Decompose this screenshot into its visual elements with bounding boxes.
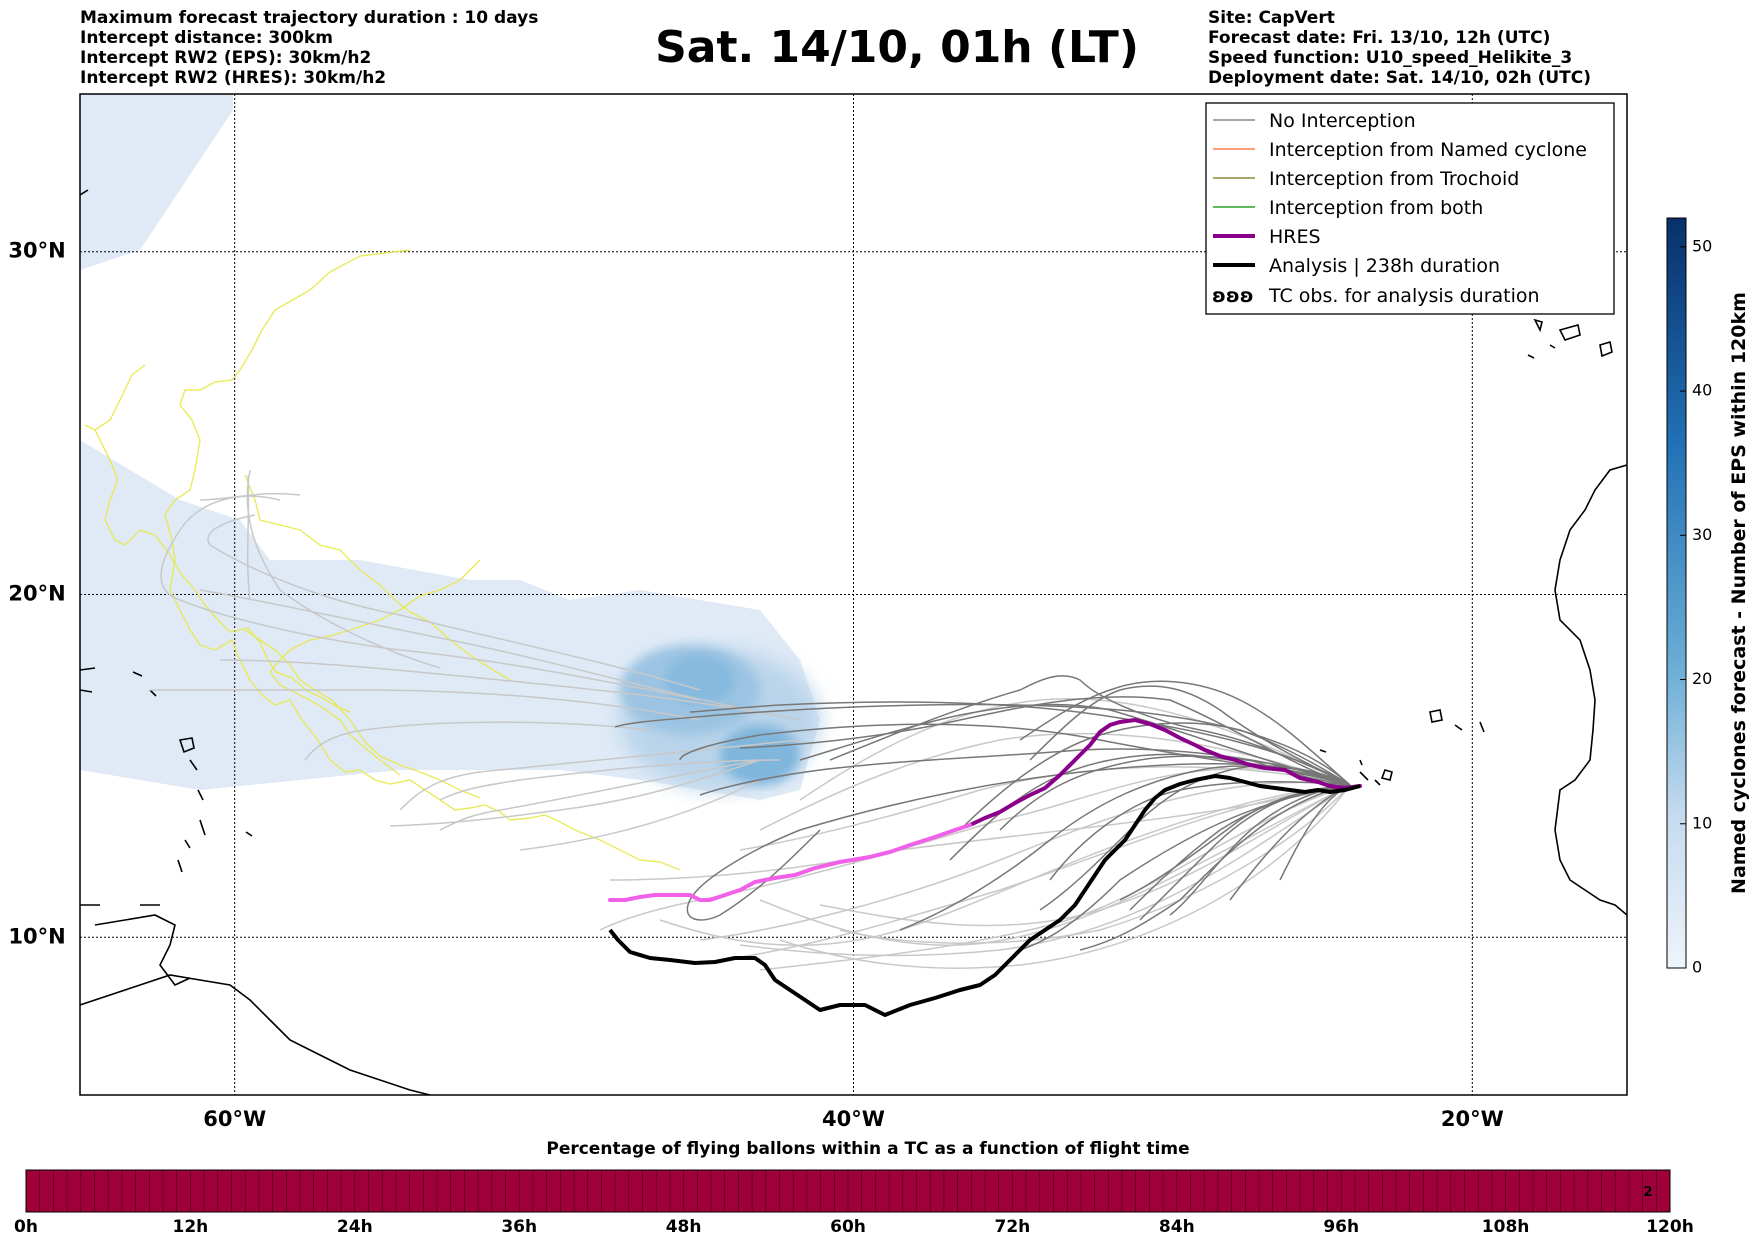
legend-label: Analysis | 238h duration <box>1269 255 1500 277</box>
flight-time-tick-label: 36h <box>501 1217 537 1237</box>
hres-track-late <box>968 717 1362 827</box>
tc-obs-symbol-icon: ʚʚʚ <box>1212 285 1254 307</box>
canary-islands <box>1527 318 1613 359</box>
flight-time-tick-label: 108h <box>1482 1217 1530 1237</box>
south-america-coast <box>80 974 431 1095</box>
latitude-label: 30°N <box>8 239 65 263</box>
latitude-label: 20°N <box>8 582 65 606</box>
flight-time-tick-label: 12h <box>173 1217 209 1237</box>
colorbar-tick-label: 10 <box>1692 813 1712 832</box>
legend-label: Interception from Named cyclone <box>1269 139 1587 161</box>
colorbar-tick-label: 20 <box>1692 669 1712 688</box>
header-left-line: Maximum forecast trajectory duration : 1… <box>80 8 539 28</box>
legend-label: Interception from both <box>1269 197 1483 219</box>
flight-time-bar-title: Percentage of flying ballons within a TC… <box>546 1139 1189 1159</box>
cyclone-density-field <box>80 94 820 800</box>
eps-cyclone-tracks <box>84 249 681 871</box>
map-axis-labels: 30°N 20°N 10°N 60°W 40°W 20°W <box>8 239 1503 1131</box>
header-right-line: Deployment date: Sat. 14/10, 02h (UTC) <box>1208 68 1592 88</box>
legend: No Interception Interception from Named … <box>1205 102 1615 315</box>
flight-time-bar-ticks: 0h 12h 24h 36h 48h 60h 72h 84h 96h 108h … <box>14 1217 1694 1237</box>
legend-box <box>1205 102 1615 315</box>
hres-trajectory <box>608 717 1362 902</box>
latitude-label: 10°N <box>8 924 65 948</box>
header-right-line: Speed function: U10_speed_Helikite_3 <box>1208 48 1573 68</box>
legend-label: Interception from Trochoid <box>1269 168 1519 190</box>
colorbar-gradient <box>1666 217 1687 969</box>
colorbar-tick-label: 0 <box>1692 958 1702 977</box>
header-right-line: Site: CapVert <box>1208 8 1335 28</box>
analysis-trajectory <box>608 774 1361 1017</box>
africa-coast <box>1554 464 1627 916</box>
main-title: Sat. 14/10, 01h (LT) <box>655 22 1139 73</box>
legend-label: No Interception <box>1269 110 1416 132</box>
colorbar-ticks: 0 10 20 30 40 50 <box>1680 236 1712 977</box>
longitude-label: 20°W <box>1441 1107 1504 1131</box>
header-left-info: Maximum forecast trajectory duration : 1… <box>80 8 538 88</box>
colorbar: 0 10 20 30 40 50 Named cyclones forecast… <box>1666 217 1750 977</box>
flight-time-bar-last-cell-label: 2 <box>1643 1185 1652 1200</box>
flight-time-bar-cells <box>39 1170 1657 1212</box>
flight-time-tick-label: 0h <box>14 1217 38 1237</box>
cape-verde-islands <box>1319 709 1485 786</box>
graticule <box>80 94 1627 1095</box>
flight-time-bar: Percentage of flying ballons within a TC… <box>14 1139 1694 1237</box>
flight-time-tick-label: 48h <box>666 1217 702 1237</box>
header-right-info: Site: CapVert Forecast date: Fri. 13/10,… <box>1208 8 1591 88</box>
eps-trajectory-spread <box>150 469 1351 971</box>
longitude-label: 40°W <box>822 1107 885 1131</box>
longitude-label: 60°W <box>203 1107 266 1131</box>
hres-track-early <box>608 823 972 902</box>
map-area <box>80 94 1627 1095</box>
flight-time-tick-label: 120h <box>1646 1217 1694 1237</box>
flight-time-tick-label: 96h <box>1323 1217 1359 1237</box>
coastlines <box>80 189 1627 1095</box>
header-left-line: Intercept RW2 (EPS): 30km/h2 <box>80 48 372 68</box>
header-right-line: Forecast date: Fri. 13/10, 12h (UTC) <box>1208 28 1551 48</box>
flight-time-tick-label: 84h <box>1159 1217 1195 1237</box>
legend-label: TC obs. for analysis duration <box>1268 285 1540 307</box>
colorbar-tick-label: 50 <box>1692 236 1712 255</box>
legend-label: HRES <box>1269 226 1321 248</box>
colorbar-tick-label: 30 <box>1692 525 1712 544</box>
colorbar-title: Named cyclones forecast - Number of EPS … <box>1728 292 1750 894</box>
header-left-line: Intercept distance: 300km <box>80 28 333 48</box>
map-frame <box>79 93 1628 1096</box>
header-left-line: Intercept RW2 (HRES): 30km/h2 <box>80 68 387 88</box>
colorbar-tick-label: 40 <box>1692 381 1712 400</box>
flight-time-tick-label: 72h <box>995 1217 1031 1237</box>
flight-time-tick-label: 60h <box>830 1217 866 1237</box>
flight-time-tick-label: 24h <box>337 1217 373 1237</box>
